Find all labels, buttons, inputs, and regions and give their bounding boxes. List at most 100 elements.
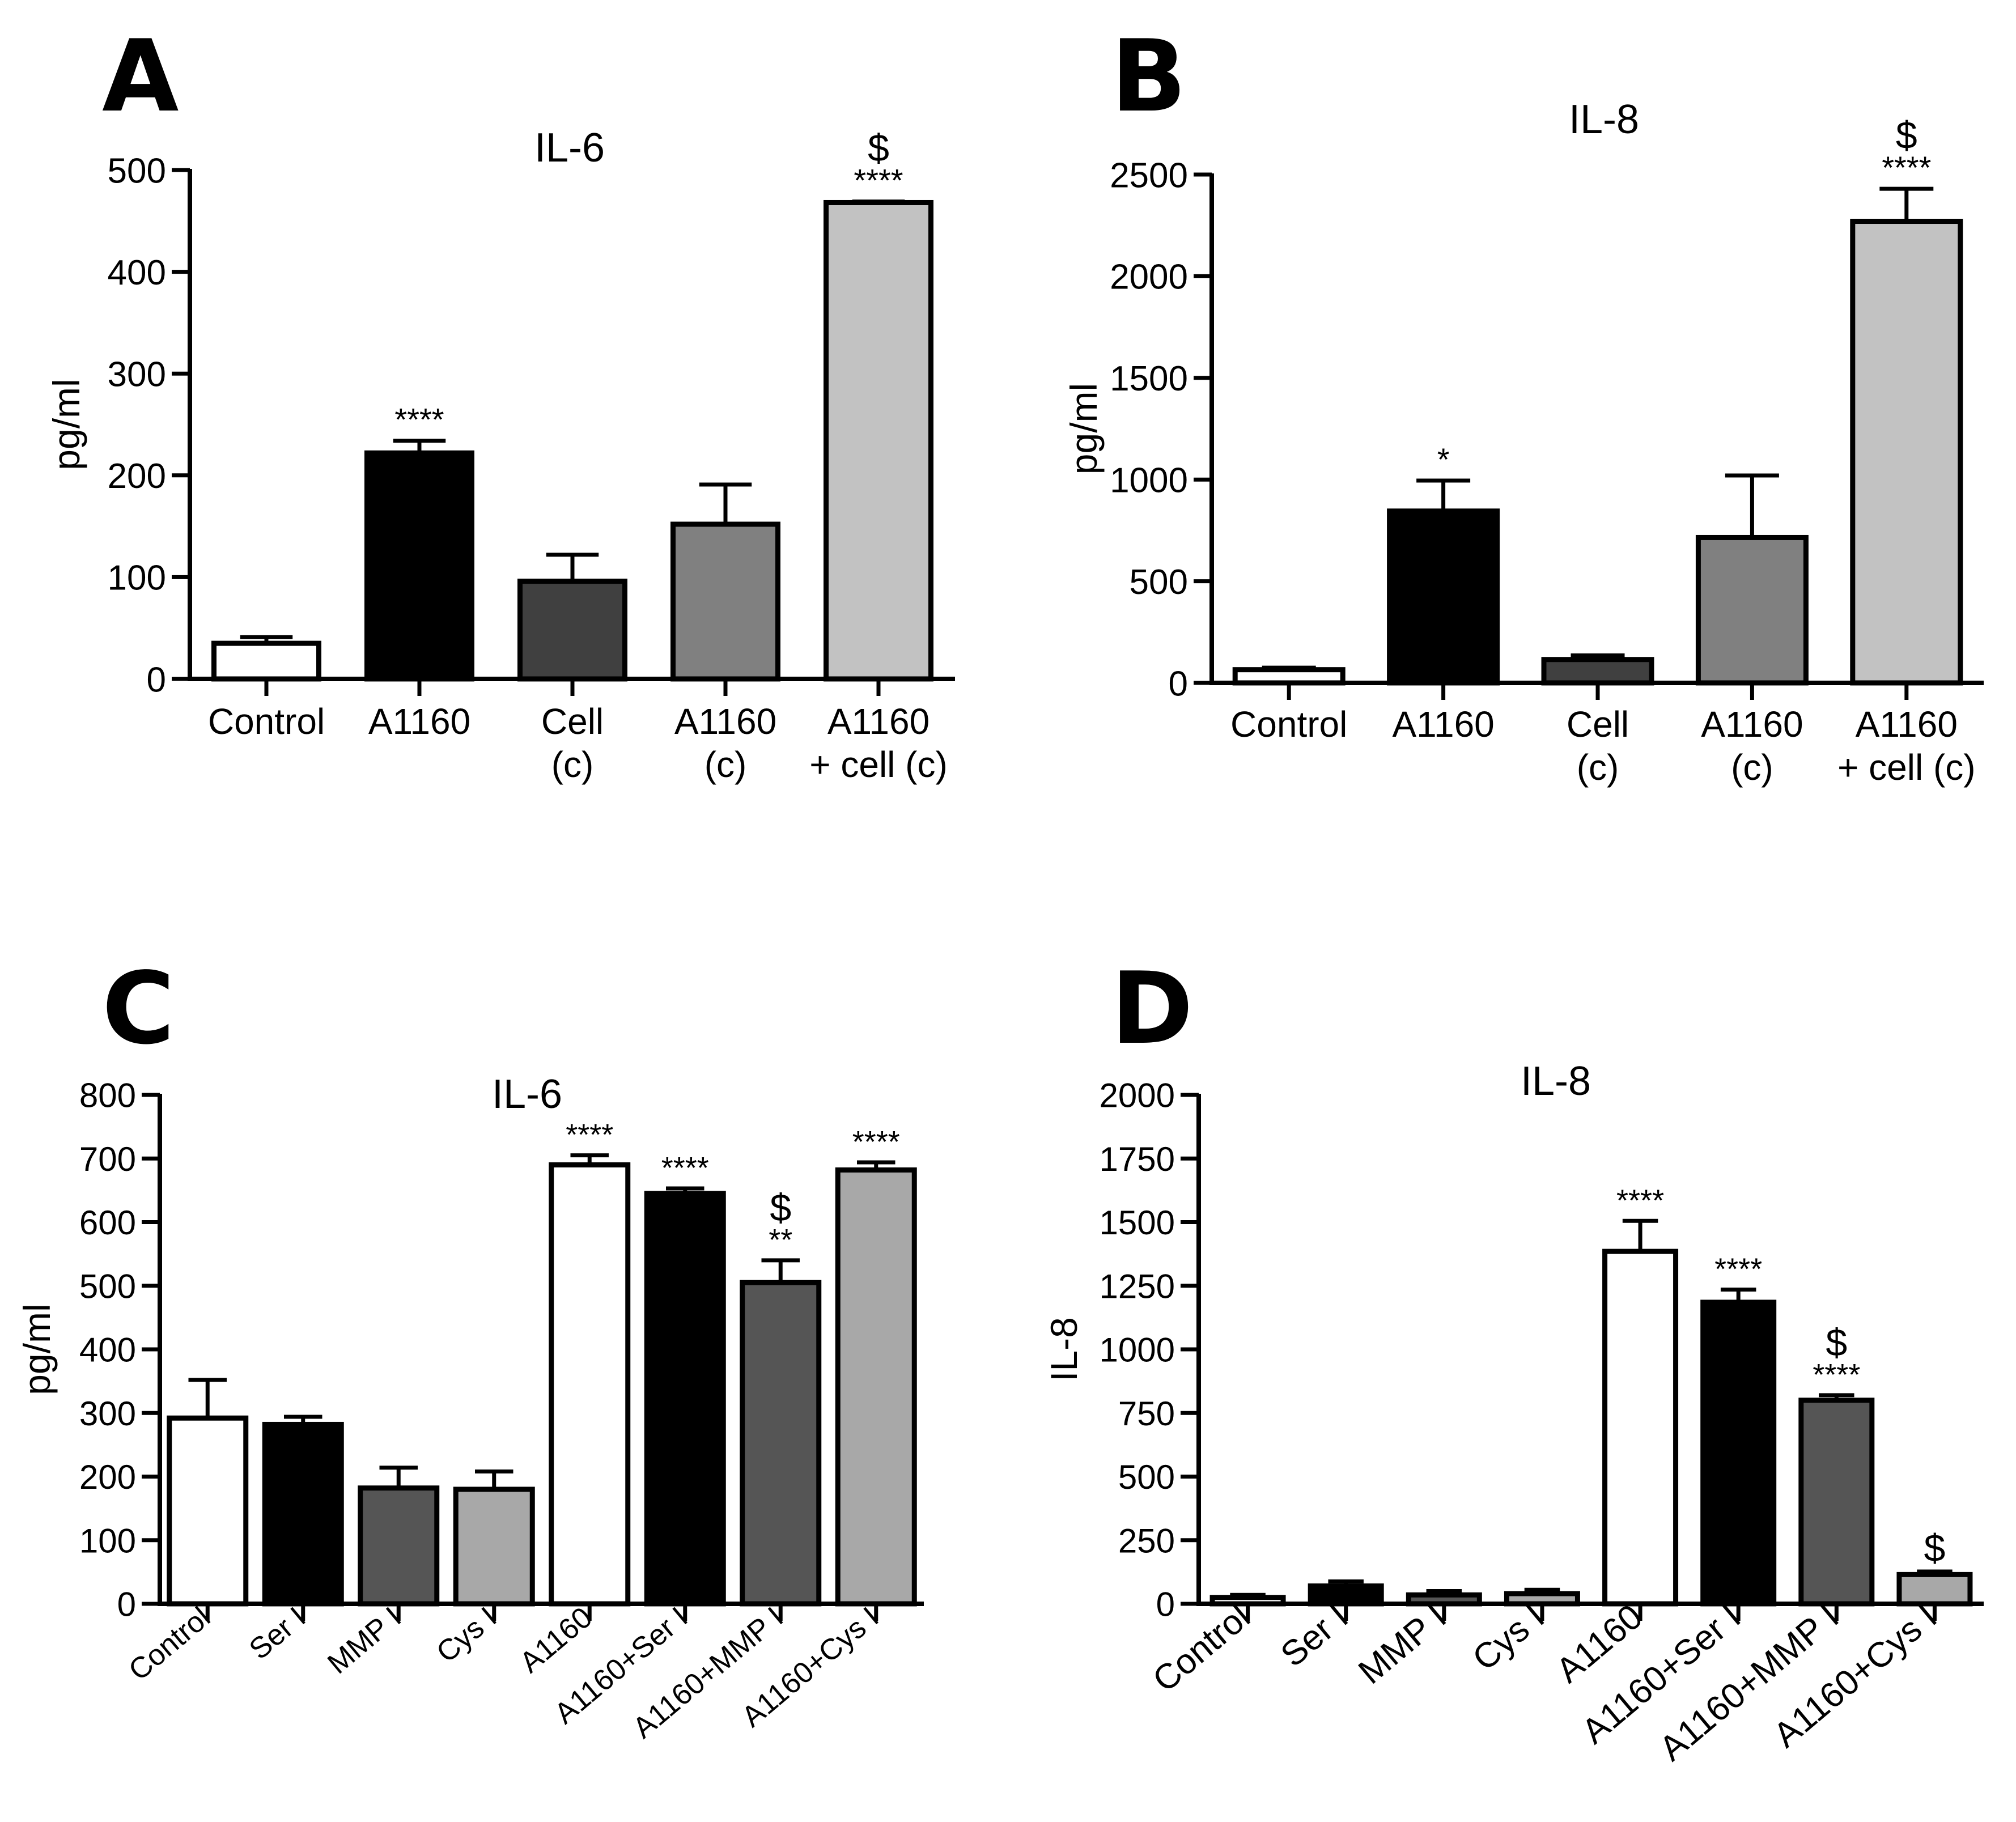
y-tick-label: 1000 <box>1100 1331 1175 1369</box>
bar <box>1850 219 1963 686</box>
chart-title: IL-6 <box>534 125 605 171</box>
y-tick-label: 0 <box>147 660 166 699</box>
bar <box>262 1421 344 1607</box>
significance-stars: **** <box>566 1118 613 1152</box>
x-tick-label: A1160 (c) <box>1701 704 1803 788</box>
y-tick-label: 250 <box>1118 1522 1175 1560</box>
significance-stars: **** <box>1616 1183 1664 1217</box>
bar <box>1896 1572 1973 1607</box>
significance-stars: * <box>1437 441 1450 477</box>
y-tick-label: 200 <box>108 457 166 496</box>
y-tick-label: 100 <box>79 1522 136 1560</box>
x-tick-label: A1160 + cell (c) <box>809 701 948 785</box>
significance-stars: **** <box>852 1125 900 1159</box>
y-tick-label: 300 <box>79 1395 136 1433</box>
bar <box>1695 534 1809 686</box>
panel-c: C IL-6 pg/ml 0 100 200 300 400 500 600 700 800 Contr… <box>16 952 924 1745</box>
bar <box>824 199 933 682</box>
y-tick-label: 800 <box>79 1077 136 1115</box>
x-tick-label: Control <box>208 701 325 742</box>
panel-b: B IL-8 pg/ml 0 500 1000 1500 2000 2500 Control A11… <box>1063 19 1984 788</box>
bar <box>453 1487 535 1607</box>
panel-letter: B <box>1111 19 1186 134</box>
significance-stars: **** <box>394 402 444 438</box>
x-tick-label: Cell (c) <box>1567 704 1629 788</box>
bar <box>517 579 627 682</box>
y-axis-label: IL-8 <box>1043 1317 1085 1382</box>
x-tick-label: A1160 (c) <box>674 701 776 785</box>
significance-dollar: $ <box>1924 1527 1946 1570</box>
chart-title: IL-6 <box>492 1072 562 1117</box>
y-tick-label: 400 <box>108 253 166 292</box>
y-tick-label: 500 <box>1130 563 1188 602</box>
y-axis-label: pg/ml <box>45 379 87 470</box>
x-tick-label: Cys I <box>1465 1597 1552 1679</box>
panel-letter: C <box>102 952 175 1067</box>
bar <box>364 450 474 682</box>
y-tick-label: 1500 <box>1100 1204 1175 1242</box>
bar <box>1602 1248 1679 1607</box>
y-tick-label: 750 <box>1118 1395 1175 1433</box>
bar <box>1387 508 1500 686</box>
chart-title: IL-8 <box>1521 1059 1591 1104</box>
bar <box>1232 667 1346 686</box>
x-tick-label: A1160 + cell (c) <box>1837 704 1976 788</box>
y-tick-label: 2000 <box>1100 1077 1175 1115</box>
y-tick-label: 0 <box>117 1586 136 1624</box>
significance-stars: ** <box>769 1223 792 1257</box>
y-tick-label: 700 <box>79 1140 136 1178</box>
bar <box>1798 1398 1875 1607</box>
bar <box>835 1167 917 1607</box>
bar <box>211 640 321 682</box>
y-tick-label: 500 <box>108 151 166 190</box>
panel-a: A IL-6 pg/ml 0 100 200 300 400 500 Control A1160 **… <box>45 19 955 785</box>
significance-stars: **** <box>1813 1358 1860 1392</box>
x-tick-label: A1160 <box>1392 704 1494 745</box>
chart-title: IL-8 <box>1569 97 1639 142</box>
y-tick-label: 0 <box>1156 1586 1175 1624</box>
x-tick-label: MMP I <box>321 1601 408 1680</box>
significance-stars: **** <box>854 163 903 198</box>
bar <box>1406 1592 1482 1607</box>
panel-letter: A <box>102 19 179 134</box>
bar <box>549 1162 631 1607</box>
y-axis-label: pg/ml <box>16 1303 58 1395</box>
bar <box>1308 1583 1384 1607</box>
significance-dollar: $ <box>1896 114 1917 157</box>
y-tick-label: 1750 <box>1100 1140 1175 1178</box>
significance-stars: **** <box>661 1151 709 1185</box>
bar <box>1700 1299 1777 1607</box>
bar <box>167 1415 249 1607</box>
x-tick-label: Control <box>1230 704 1347 745</box>
x-tick-label: A1160 <box>368 701 470 742</box>
x-tick-label: MMP I <box>1351 1597 1454 1692</box>
y-tick-label: 1000 <box>1110 461 1188 500</box>
bar <box>670 521 780 682</box>
bar <box>1504 1591 1580 1607</box>
y-tick-label: 500 <box>79 1267 136 1305</box>
x-tick-label: Ser I <box>1274 1597 1356 1675</box>
y-tick-label: 400 <box>79 1331 136 1369</box>
significance-stars: **** <box>1882 150 1931 185</box>
y-tick-label: 600 <box>79 1204 136 1242</box>
y-tick-label: 1500 <box>1110 359 1188 398</box>
y-tick-label: 1250 <box>1100 1267 1175 1305</box>
y-tick-label: 0 <box>1169 664 1188 703</box>
bar <box>1541 657 1654 686</box>
y-tick-label: 500 <box>1118 1458 1175 1496</box>
y-axis-label: pg/ml <box>1063 383 1105 474</box>
y-tick-label: 200 <box>79 1458 136 1496</box>
panel-d: D IL-8 IL-8 0 250 500 750 1000 1250 1500 1750 2000 C… <box>1043 952 1984 1769</box>
significance-dollar: $ <box>770 1187 791 1230</box>
y-tick-label: 2500 <box>1110 156 1188 195</box>
bar <box>358 1485 440 1607</box>
significance-dollar: $ <box>868 126 889 169</box>
bar <box>644 1191 726 1607</box>
x-tick-label: A1160 <box>513 1601 599 1680</box>
bar <box>740 1280 822 1607</box>
bar <box>1209 1595 1286 1607</box>
significance-dollar: $ <box>1826 1322 1847 1365</box>
significance-stars: **** <box>1714 1252 1762 1286</box>
x-tick-label: Cell (c) <box>541 701 604 785</box>
